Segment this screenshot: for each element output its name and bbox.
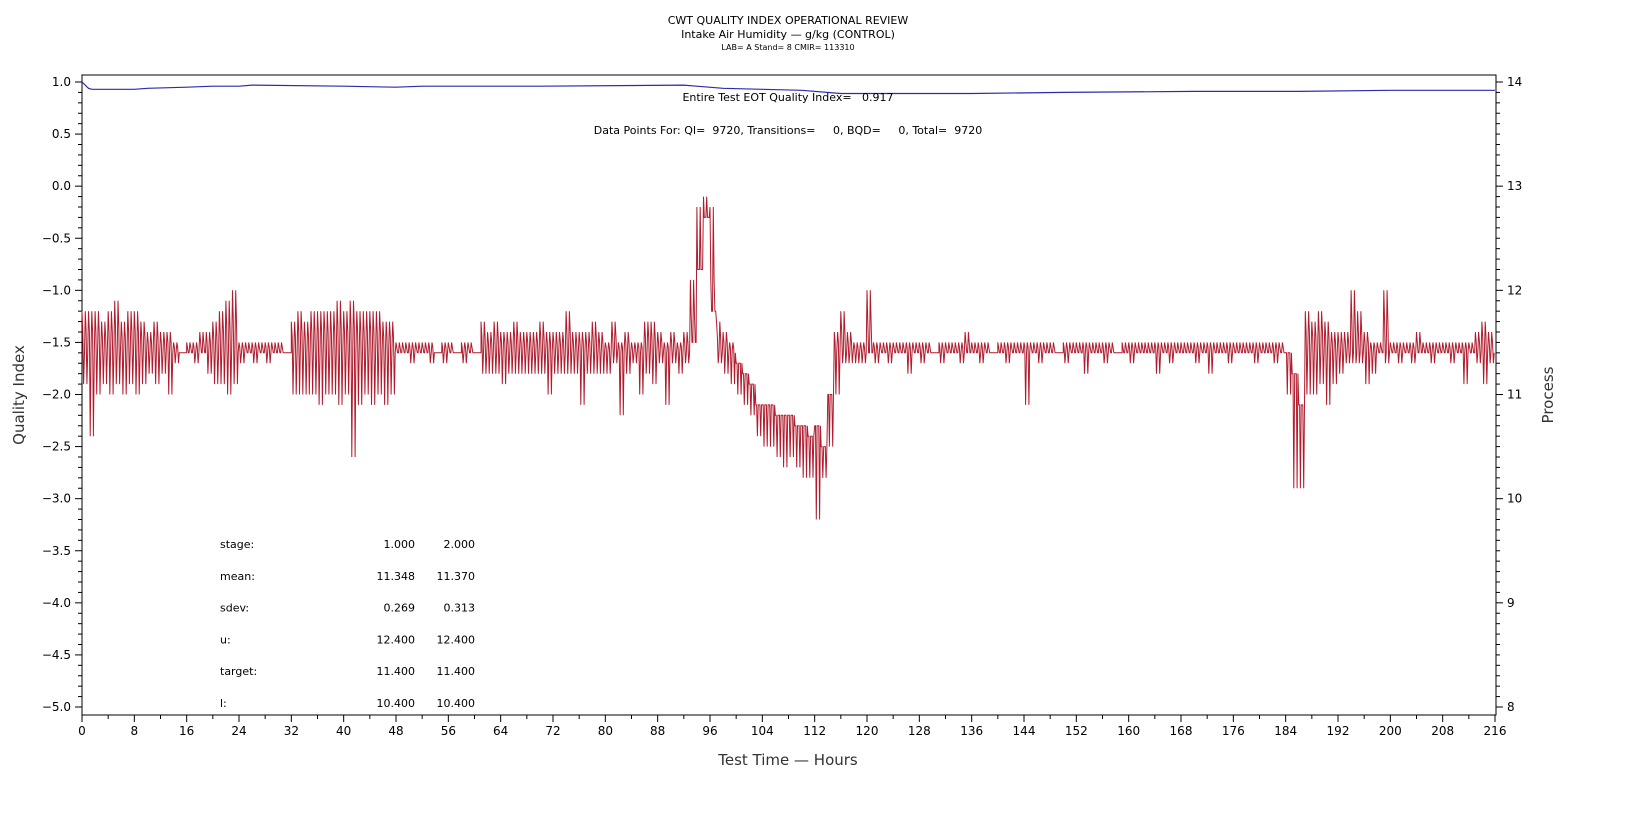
stats-row-label: u:: [220, 633, 231, 646]
x-tick-label: 120: [856, 724, 879, 738]
y2-tick-label: 14: [1507, 75, 1522, 89]
quality-index-series-line: [81, 81, 1495, 95]
stats-row-label: mean:: [220, 570, 255, 583]
x-tick-label: 152: [1065, 724, 1088, 738]
x-tick-label: 136: [960, 724, 983, 738]
x-tick-label: 72: [545, 724, 560, 738]
x-tick-label: 128: [908, 724, 931, 738]
x-tick-label: 88: [650, 724, 665, 738]
x-tick-label: 56: [441, 724, 456, 738]
x-tick-label: 96: [702, 724, 717, 738]
x-axis-label: Test Time — Hours: [717, 751, 858, 769]
chart-subsubtitle: LAB= A Stand= 8 CMIR= 113310: [721, 43, 854, 52]
stats-row-label: target:: [220, 665, 257, 678]
stats-table: stage: 1.000 2.000 mean: 11.348 11.370 sdev: 0.…: [220, 538, 475, 710]
stats-stage2-value: 12.400: [437, 633, 476, 646]
stats-stage1-value: 0.269: [384, 602, 416, 615]
y-tick-label: −1.5: [42, 335, 71, 349]
x-tick-label: 40: [336, 724, 351, 738]
y-tick-label: 0.5: [52, 127, 71, 141]
y-tick-label: −4.5: [42, 648, 71, 662]
x-tick-label: 16: [179, 724, 194, 738]
y-tick-label: −3.5: [42, 544, 71, 558]
x-tick-label: 168: [1170, 724, 1193, 738]
eot-quality-index-annotation: Entire Test EOT Quality Index= 0.917: [682, 91, 893, 104]
y2-axis-label: Process: [1539, 366, 1557, 423]
stats-stage1-value: 1.000: [384, 538, 416, 551]
y-tick-label: −2.5: [42, 440, 71, 454]
x-tick-label: 48: [388, 724, 403, 738]
x-tick-label: 144: [1013, 724, 1036, 738]
y-tick-label: −1.0: [42, 283, 71, 297]
y-tick-label: −0.5: [42, 231, 71, 245]
plot-marks: [81, 81, 1495, 520]
y2-tick-label: 13: [1507, 179, 1522, 193]
chart-title: CWT QUALITY INDEX OPERATIONAL REVIEW: [668, 14, 909, 27]
x-tick-label: 64: [493, 724, 508, 738]
stats-row-label: stage:: [220, 538, 254, 551]
x-tick-label: 192: [1327, 724, 1350, 738]
stats-row-label: sdev:: [220, 602, 249, 615]
stats-stage2-value: 11.370: [437, 570, 476, 583]
x-tick-label: 104: [751, 724, 774, 738]
stats-stage1-value: 10.400: [377, 697, 416, 710]
stats-stage2-value: 11.400: [437, 665, 476, 678]
x-tick-label: 8: [131, 724, 139, 738]
x-tick-label: 176: [1222, 724, 1245, 738]
process-series-line: [81, 196, 1495, 520]
y2-tick-label: 10: [1507, 492, 1522, 506]
x-tick-label: 208: [1431, 724, 1454, 738]
y2-tick-label: 8: [1507, 700, 1515, 714]
plot-frame: [81, 74, 1497, 716]
x-tick-label: 32: [284, 724, 299, 738]
x-tick-label: 160: [1117, 724, 1140, 738]
chart-subtitle: Intake Air Humidity — g/kg (CONTROL): [681, 28, 895, 41]
stats-stage2-value: 0.313: [444, 602, 476, 615]
x-tick-label: 184: [1274, 724, 1297, 738]
x-tick-label: 24: [231, 724, 246, 738]
x-tick-label: 216: [1484, 724, 1507, 738]
stats-stage1-value: 11.348: [377, 570, 416, 583]
y-tick-label: −5.0: [42, 700, 71, 714]
y-tick-label: 1.0: [52, 75, 71, 89]
y-tick-label: −2.0: [42, 388, 71, 402]
stats-stage2-value: 10.400: [437, 697, 476, 710]
x-tick-label: 80: [598, 724, 613, 738]
y-tick-label: −4.0: [42, 596, 71, 610]
y2-tick-label: 9: [1507, 596, 1515, 610]
x-tick-label: 200: [1379, 724, 1402, 738]
y-tick-label: 0.0: [52, 179, 71, 193]
x-tick-label: 0: [78, 724, 86, 738]
y2-tick-label: 11: [1507, 388, 1522, 402]
y-axis-label: Quality Index: [10, 345, 28, 445]
y-tick-label: −3.0: [42, 492, 71, 506]
stats-stage2-value: 2.000: [444, 538, 476, 551]
x-tick-label: 112: [803, 724, 826, 738]
stats-stage1-value: 11.400: [377, 665, 416, 678]
axes: 0 8 16 24 32 40 48 56 64 72 80 88 96 104 112 120 128 136 1…: [42, 74, 1522, 738]
stats-stage1-value: 12.400: [377, 633, 416, 646]
y2-tick-label: 12: [1507, 283, 1522, 297]
data-points-annotation: Data Points For: QI= 9720, Transitions= …: [594, 124, 982, 137]
stats-row-label: l:: [220, 697, 227, 710]
